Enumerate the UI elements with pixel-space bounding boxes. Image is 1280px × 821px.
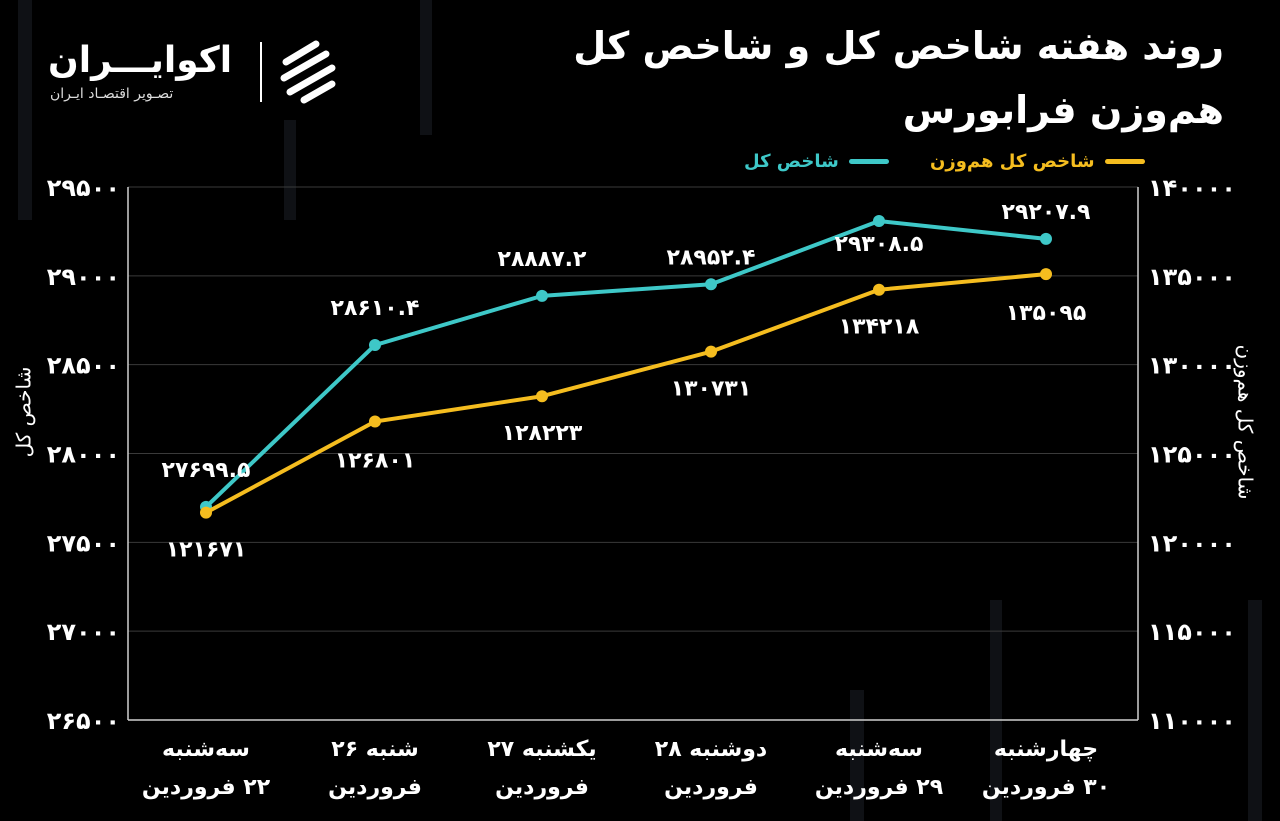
background-decoration bbox=[850, 690, 864, 821]
x-tick-label-line: چهارشنبه bbox=[994, 737, 1098, 762]
data-point bbox=[873, 283, 885, 296]
background-decoration bbox=[284, 120, 296, 220]
brand-mark-icon bbox=[280, 40, 336, 104]
data-point bbox=[536, 289, 548, 302]
legend-label-main: شاخص کل bbox=[744, 150, 839, 172]
logo-divider bbox=[260, 42, 262, 102]
background-decoration bbox=[1248, 600, 1262, 821]
x-tick-label-line: سه‌شنبه bbox=[162, 737, 250, 762]
data-label: ۲۸۹۵۲.۴ bbox=[667, 245, 756, 270]
data-label: ۱۳۰۷۳۱ bbox=[671, 377, 752, 402]
y-tick-label-left: ۲۸۵۰۰ bbox=[47, 352, 120, 380]
legend-label-equal: شاخص کل هم‌وزن bbox=[930, 150, 1095, 172]
x-tick-label-line: سه‌شنبه bbox=[835, 737, 923, 762]
data-label: ۱۳۵۰۹۵ bbox=[1006, 301, 1087, 326]
x-tick-label-line: فروردین bbox=[328, 775, 422, 800]
x-tick-label: چهارشنبه ۳۰ فروردین bbox=[982, 737, 1110, 800]
brand-name: اکوایـــران bbox=[48, 40, 233, 81]
data-point bbox=[705, 345, 717, 358]
x-tick-label: یکشنبه ۲۷ فروردین bbox=[487, 737, 596, 800]
data-label: ۲۸۸۸۷.۲ bbox=[498, 247, 587, 272]
title-line-1: روند هفته شاخص کل و شاخص کل bbox=[573, 24, 1224, 68]
y-tick-label-right: ۱۳۵۰۰۰ bbox=[1148, 263, 1236, 291]
data-point bbox=[200, 506, 212, 519]
series-line-main bbox=[204, 219, 1048, 509]
data-point bbox=[536, 390, 548, 403]
data-point bbox=[1040, 232, 1052, 245]
data-point bbox=[873, 215, 885, 228]
y-tick-label-right: ۱۳۰۰۰۰ bbox=[1148, 352, 1236, 380]
title-line-2: هم‌وزن فرابورس bbox=[902, 88, 1224, 132]
background-decoration bbox=[18, 0, 32, 220]
y-tick-label-right: ۱۱۰۰۰۰ bbox=[1148, 707, 1236, 735]
x-tick-label-line: ۳۰ فروردین bbox=[982, 775, 1110, 800]
data-label: ۲۹۳۰۸.۵ bbox=[835, 232, 924, 257]
x-tick-label-line: یکشنبه ۲۷ bbox=[487, 737, 596, 762]
y-tick-label-right: ۱۲۰۰۰۰ bbox=[1148, 529, 1236, 557]
data-label: ۲۷۶۹۹.۵ bbox=[162, 458, 251, 483]
y-tick-label-right: ۱۱۵۰۰۰ bbox=[1148, 618, 1236, 646]
data-label: ۱۲۶۸۰۱ bbox=[335, 449, 416, 474]
x-tick-label: سه‌شنبه ۲۹ فروردین bbox=[815, 737, 943, 800]
brand-logo: اکوایـــران تصـویر اقتصـاد ایـران bbox=[48, 36, 336, 116]
data-label: ۱۳۴۲۱۸ bbox=[839, 315, 920, 340]
page-title: روند هفته شاخص کل و شاخص کل هم‌وزن فرابو… bbox=[504, 14, 1224, 142]
x-tick-label-line: دوشنبه ۲۸ bbox=[655, 737, 767, 762]
y-tick-label-right: ۱۲۵۰۰۰ bbox=[1148, 441, 1236, 469]
legend-swatch-equal bbox=[1104, 158, 1145, 164]
x-tick-label-line: فروردین bbox=[664, 775, 758, 800]
data-label: ۱۲۸۲۲۳ bbox=[502, 421, 583, 446]
data-point bbox=[1040, 268, 1052, 281]
data-label: ۱۲۱۶۷۱ bbox=[166, 538, 247, 563]
x-tick-label-line: ۲۲ فروردین bbox=[142, 775, 271, 800]
x-tick-label-line: فروردین bbox=[495, 775, 589, 800]
x-tick-label-line: ۲۹ فروردین bbox=[815, 775, 943, 800]
data-point bbox=[705, 278, 717, 291]
data-point bbox=[369, 415, 381, 428]
legend-equal-weight: شاخص کل هم‌وزن bbox=[930, 146, 1145, 176]
series-line-equal bbox=[204, 272, 1048, 515]
y-tick-label-left: ۲۷۵۰۰ bbox=[47, 529, 120, 557]
brand-tagline: تصـویر اقتصـاد ایـران bbox=[50, 86, 174, 102]
y-axis-label-left: شاخص کل bbox=[11, 366, 36, 458]
x-tick-label: دوشنبه ۲۸ فروردین bbox=[655, 737, 767, 800]
y-tick-label-left: ۲۹۰۰۰ bbox=[47, 263, 120, 291]
y-tick-label-left: ۲۷۰۰۰ bbox=[47, 618, 120, 646]
y-tick-label-left: ۲۸۰۰۰ bbox=[47, 441, 120, 469]
y-tick-label-right: ۱۴۰۰۰۰ bbox=[1148, 174, 1236, 202]
data-label: ۲۸۶۱۰.۴ bbox=[331, 296, 420, 321]
x-tick-label: سه‌شنبه ۲۲ فروردین bbox=[142, 737, 271, 800]
background-decoration bbox=[990, 600, 1002, 821]
data-point bbox=[369, 339, 381, 352]
y-axis-label-right: شاخص کل هم‌وزن bbox=[1233, 344, 1258, 500]
background-decoration bbox=[420, 0, 432, 135]
y-tick-label-left: ۲۶۵۰۰ bbox=[47, 707, 120, 735]
legend-main-index: شاخص کل bbox=[744, 146, 889, 176]
data-label: ۲۹۲۰۷.۹ bbox=[1002, 200, 1091, 225]
x-tick-label-line: شنبه ۲۶ bbox=[331, 737, 418, 762]
legend-swatch-main bbox=[848, 158, 889, 164]
x-tick-label: شنبه ۲۶ فروردین bbox=[328, 737, 422, 800]
y-tick-label-left: ۲۹۵۰۰ bbox=[47, 174, 120, 202]
